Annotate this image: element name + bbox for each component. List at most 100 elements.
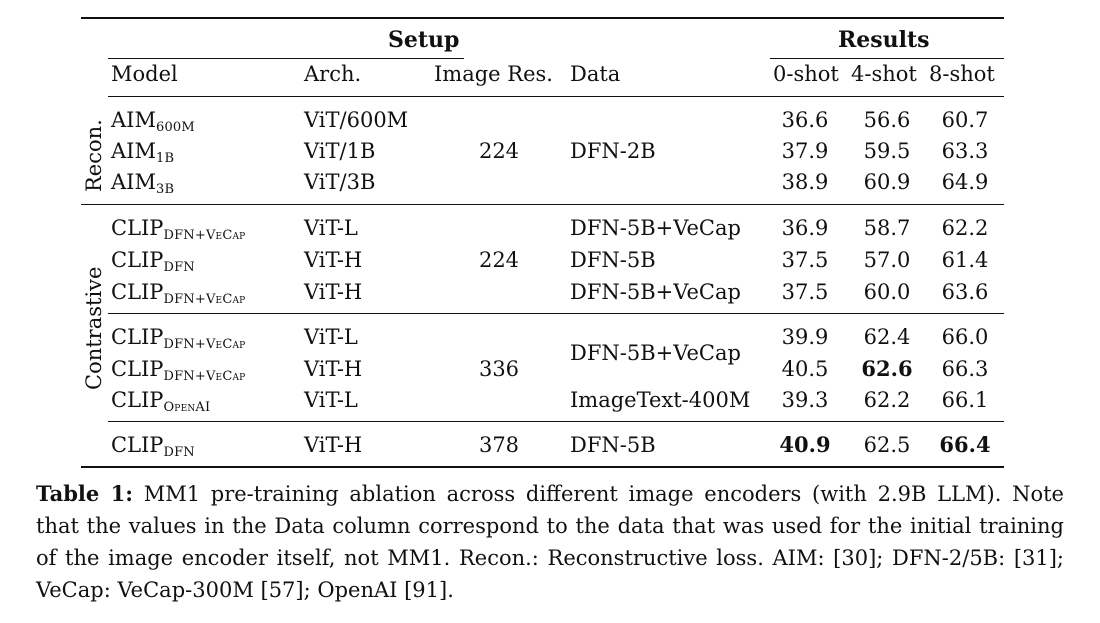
model-cell: AIM3B — [111, 170, 174, 202]
model-subscript: DFN+VeCap — [163, 228, 246, 243]
score-8shot: 62.2 — [941, 216, 989, 240]
table-caption: Table 1: MM1 pre-training ablation acros… — [36, 478, 1064, 606]
data-cell: DFN-5B+VeCap — [570, 280, 741, 304]
score-8shot: 66.0 — [941, 325, 989, 349]
arch-cell: ViT-L — [304, 325, 358, 349]
score-4shot: 62.5 — [863, 433, 911, 457]
data-cell: DFN-5B+VeCap — [570, 341, 741, 365]
model-cell: CLIPDFN+VeCap — [111, 357, 245, 389]
score-0shot: 37.5 — [781, 280, 829, 304]
model-name: CLIP — [111, 216, 164, 240]
model-name: CLIP — [111, 357, 164, 381]
score-4shot: 62.2 — [863, 388, 911, 412]
score-4shot: 57.0 — [863, 248, 911, 272]
model-name: AIM — [111, 108, 156, 132]
data-cell: ImageText-400M — [570, 388, 751, 412]
model-cell: CLIPOpenAI — [111, 388, 210, 420]
group-label-contrastive: Contrastive — [82, 266, 106, 390]
score-8shot: 66.3 — [941, 357, 989, 381]
col-image-res: Image Res. — [434, 62, 553, 86]
score-0shot: 36.9 — [781, 216, 829, 240]
model-subscript: DFN — [163, 260, 195, 275]
model-cell: CLIPDFN+VeCap — [111, 280, 245, 312]
arch-cell: ViT-H — [304, 248, 363, 272]
model-cell: CLIPDFN — [111, 248, 195, 280]
model-name: CLIP — [111, 325, 164, 349]
score-8shot: 63.3 — [941, 139, 989, 163]
group-label-recon: Recon. — [82, 119, 106, 192]
score-8shot: 61.4 — [941, 248, 989, 272]
data-cell: DFN-2B — [570, 139, 656, 163]
score-8shot: 60.7 — [941, 108, 989, 132]
score-4shot: 56.6 — [863, 108, 911, 132]
arch-cell: ViT-H — [304, 357, 363, 381]
setup-underline — [108, 58, 464, 59]
table-top-rule — [81, 17, 1004, 19]
col-data: Data — [570, 62, 621, 86]
model-name: CLIP — [111, 388, 164, 412]
results-underline — [770, 58, 1004, 59]
res-cell: 378 — [478, 433, 520, 457]
score-0shot: 37.9 — [781, 139, 829, 163]
data-cell: DFN-5B — [570, 248, 656, 272]
score-0shot: 38.9 — [781, 170, 829, 194]
arch-cell: ViT-H — [304, 280, 363, 304]
model-subscript: DFN+VeCap — [163, 292, 246, 307]
score-8shot-best: 66.4 — [939, 432, 991, 457]
model-cell: AIM1B — [111, 139, 174, 171]
model-name: CLIP — [111, 248, 164, 272]
col-0shot: 0-shot — [773, 62, 839, 86]
score-0shot: 39.9 — [781, 325, 829, 349]
res-cell: 224 — [478, 139, 520, 163]
model-name: CLIP — [111, 433, 164, 457]
res-cell: 224 — [478, 248, 520, 272]
results-header: Results — [838, 27, 930, 53]
model-name: CLIP — [111, 280, 164, 304]
score-0shot-best: 40.9 — [779, 432, 831, 457]
arch-cell: ViT-H — [304, 433, 363, 457]
model-subscript: 1B — [155, 151, 175, 166]
header-rule — [108, 96, 1004, 97]
model-subscript: DFN+VeCap — [163, 369, 246, 384]
score-4shot: 58.7 — [863, 216, 911, 240]
col-8shot: 8-shot — [929, 62, 995, 86]
caption-text: MM1 pre-training ablation across differe… — [36, 482, 1064, 602]
model-subscript: 3B — [155, 182, 175, 197]
score-4shot: 60.0 — [863, 280, 911, 304]
score-8shot: 64.9 — [941, 170, 989, 194]
score-0shot: 40.5 — [781, 357, 829, 381]
model-name: AIM — [111, 139, 156, 163]
model-name: AIM — [111, 170, 156, 194]
res224-rule — [108, 313, 1004, 314]
model-cell: CLIPDFN+VeCap — [111, 216, 245, 248]
score-8shot: 66.1 — [941, 388, 989, 412]
model-cell: CLIPDFN+VeCap — [111, 325, 245, 357]
score-4shot: 59.5 — [863, 139, 911, 163]
res336-rule — [108, 421, 1004, 422]
arch-cell: ViT-L — [304, 216, 358, 240]
data-cell: DFN-5B — [570, 433, 656, 457]
res-cell: 336 — [478, 357, 520, 381]
arch-cell: ViT-L — [304, 388, 358, 412]
score-4shot: 60.9 — [863, 170, 911, 194]
model-subscript: 600M — [155, 120, 195, 135]
recon-group-rule — [81, 204, 1004, 205]
col-model: Model — [111, 62, 178, 86]
score-4shot-best: 62.6 — [861, 356, 913, 381]
model-subscript: DFN — [163, 445, 195, 460]
table-bottom-rule — [81, 466, 1004, 468]
model-subscript: OpenAI — [163, 400, 211, 415]
score-8shot: 63.6 — [941, 280, 989, 304]
col-arch: Arch. — [304, 62, 362, 86]
score-0shot: 36.6 — [781, 108, 829, 132]
model-cell: CLIPDFN — [111, 433, 195, 465]
model-subscript: DFN+VeCap — [163, 337, 246, 352]
setup-header: Setup — [388, 27, 460, 53]
score-4shot: 62.4 — [863, 325, 911, 349]
col-4shot: 4-shot — [851, 62, 917, 86]
arch-cell: ViT/1B — [304, 139, 376, 163]
score-0shot: 39.3 — [781, 388, 829, 412]
arch-cell: ViT/3B — [304, 170, 376, 194]
data-cell: DFN-5B+VeCap — [570, 216, 741, 240]
